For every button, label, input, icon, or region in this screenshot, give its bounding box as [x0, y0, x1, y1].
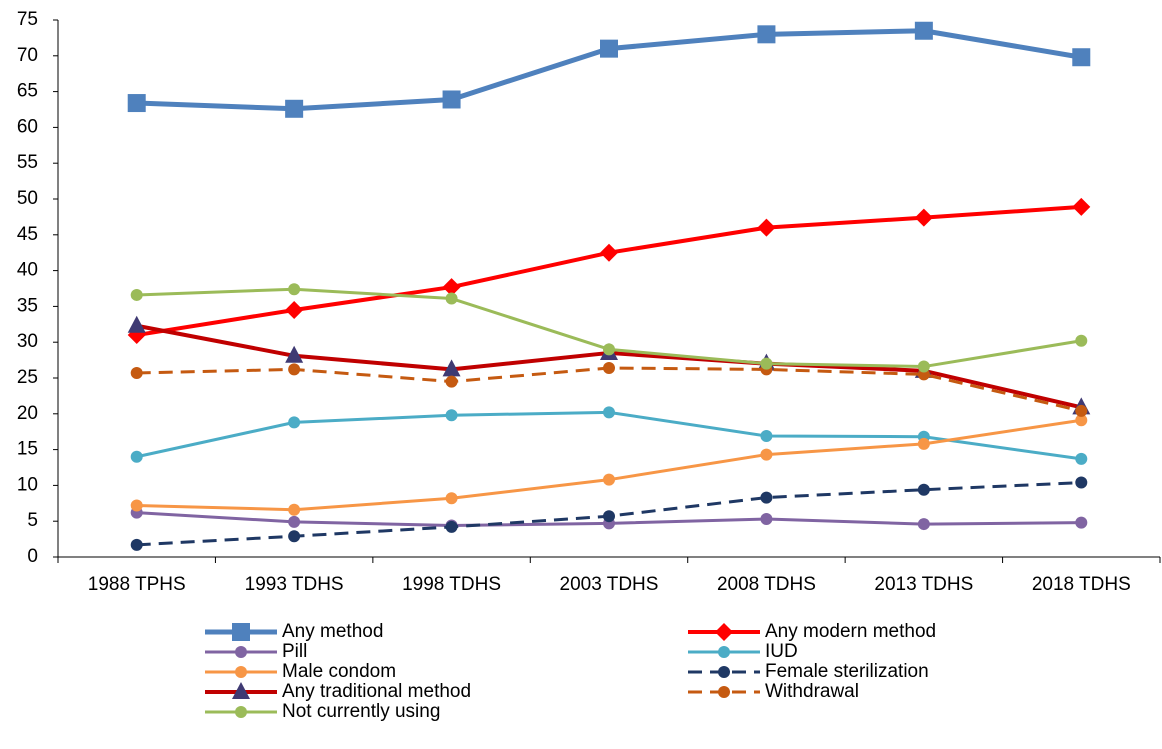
marker	[127, 94, 146, 113]
marker	[600, 39, 618, 58]
marker	[288, 515, 301, 528]
marker	[917, 437, 930, 450]
marker	[917, 360, 930, 373]
x-tick-label: 1988 TPHS	[88, 574, 186, 595]
marker	[715, 623, 733, 641]
marker	[130, 499, 143, 512]
y-tick-label: 5	[27, 510, 38, 531]
marker	[603, 406, 615, 419]
marker	[288, 363, 301, 376]
y-tick-label: 75	[17, 9, 38, 30]
marker	[757, 218, 776, 237]
marker	[917, 518, 930, 531]
marker	[127, 315, 146, 333]
marker	[718, 666, 730, 678]
marker	[235, 706, 247, 718]
marker	[760, 429, 773, 442]
marker	[442, 278, 461, 297]
y-tick-label: 55	[17, 152, 38, 173]
marker	[130, 450, 143, 463]
legend-label: IUD	[765, 641, 798, 662]
marker	[718, 686, 730, 698]
marker	[445, 375, 458, 388]
marker	[1075, 452, 1088, 465]
marker	[288, 416, 301, 429]
marker	[760, 448, 773, 461]
marker	[1075, 476, 1088, 489]
marker	[757, 25, 776, 44]
marker	[285, 300, 304, 319]
legend-label: Withdrawal	[765, 681, 859, 702]
marker	[235, 666, 247, 678]
marker	[1075, 334, 1088, 347]
marker	[130, 288, 143, 301]
x-tick-label: 1998 TDHS	[402, 574, 501, 595]
marker	[442, 359, 461, 377]
marker	[917, 483, 930, 496]
marker	[603, 361, 615, 374]
marker	[288, 283, 301, 296]
marker	[1072, 197, 1091, 216]
marker	[914, 21, 933, 40]
marker	[1075, 516, 1088, 529]
marker	[445, 409, 458, 422]
marker	[442, 90, 461, 109]
y-tick-label: 10	[17, 474, 38, 495]
marker	[130, 538, 143, 551]
x-tick-label: 2003 TDHS	[560, 574, 659, 595]
marker	[600, 243, 618, 262]
series-line	[136, 204, 1082, 338]
y-tick-label: 70	[17, 45, 38, 66]
y-tick-label: 0	[27, 546, 38, 567]
marker	[445, 492, 458, 505]
y-tick-label: 40	[17, 260, 38, 281]
marker	[445, 520, 458, 533]
x-tick-label: 1993 TDHS	[245, 574, 344, 595]
marker	[1075, 414, 1088, 427]
y-tick-label: 30	[17, 331, 38, 352]
y-tick-label: 45	[17, 224, 38, 245]
marker	[603, 343, 615, 356]
legend-label: Pill	[282, 641, 307, 662]
marker	[232, 682, 250, 699]
y-tick-label: 25	[17, 367, 38, 388]
marker	[445, 292, 458, 305]
x-tick-label: 2013 TDHS	[874, 574, 973, 595]
marker	[914, 208, 933, 227]
y-tick-label: 35	[17, 295, 38, 316]
y-tick-label: 50	[17, 188, 38, 209]
marker	[235, 646, 247, 658]
legend-label: Not currently using	[282, 701, 440, 722]
marker	[232, 623, 250, 641]
marker	[760, 513, 773, 526]
legend-label: Any method	[282, 621, 383, 642]
legend-label: Female sterilization	[765, 661, 929, 682]
legend-label: Any traditional method	[282, 681, 471, 702]
marker	[718, 646, 730, 658]
x-tick-label: 2018 TDHS	[1032, 574, 1131, 595]
marker	[285, 99, 304, 118]
y-tick-label: 15	[17, 439, 38, 460]
legend-label: Male condom	[282, 661, 396, 682]
marker	[1075, 404, 1088, 417]
legend-label: Any modern method	[765, 621, 936, 642]
marker	[288, 530, 301, 543]
y-tick-label: 20	[17, 403, 38, 424]
series-line	[136, 410, 1082, 461]
marker	[285, 345, 304, 363]
marker	[288, 503, 301, 516]
marker	[760, 491, 773, 504]
marker	[603, 510, 615, 523]
y-tick-label: 65	[17, 81, 38, 102]
marker	[760, 357, 773, 370]
series-line	[136, 418, 1082, 512]
marker	[130, 366, 143, 379]
marker	[1072, 48, 1091, 67]
x-tick-label: 2008 TDHS	[717, 574, 816, 595]
y-tick-label: 60	[17, 116, 38, 137]
marker	[603, 473, 615, 486]
